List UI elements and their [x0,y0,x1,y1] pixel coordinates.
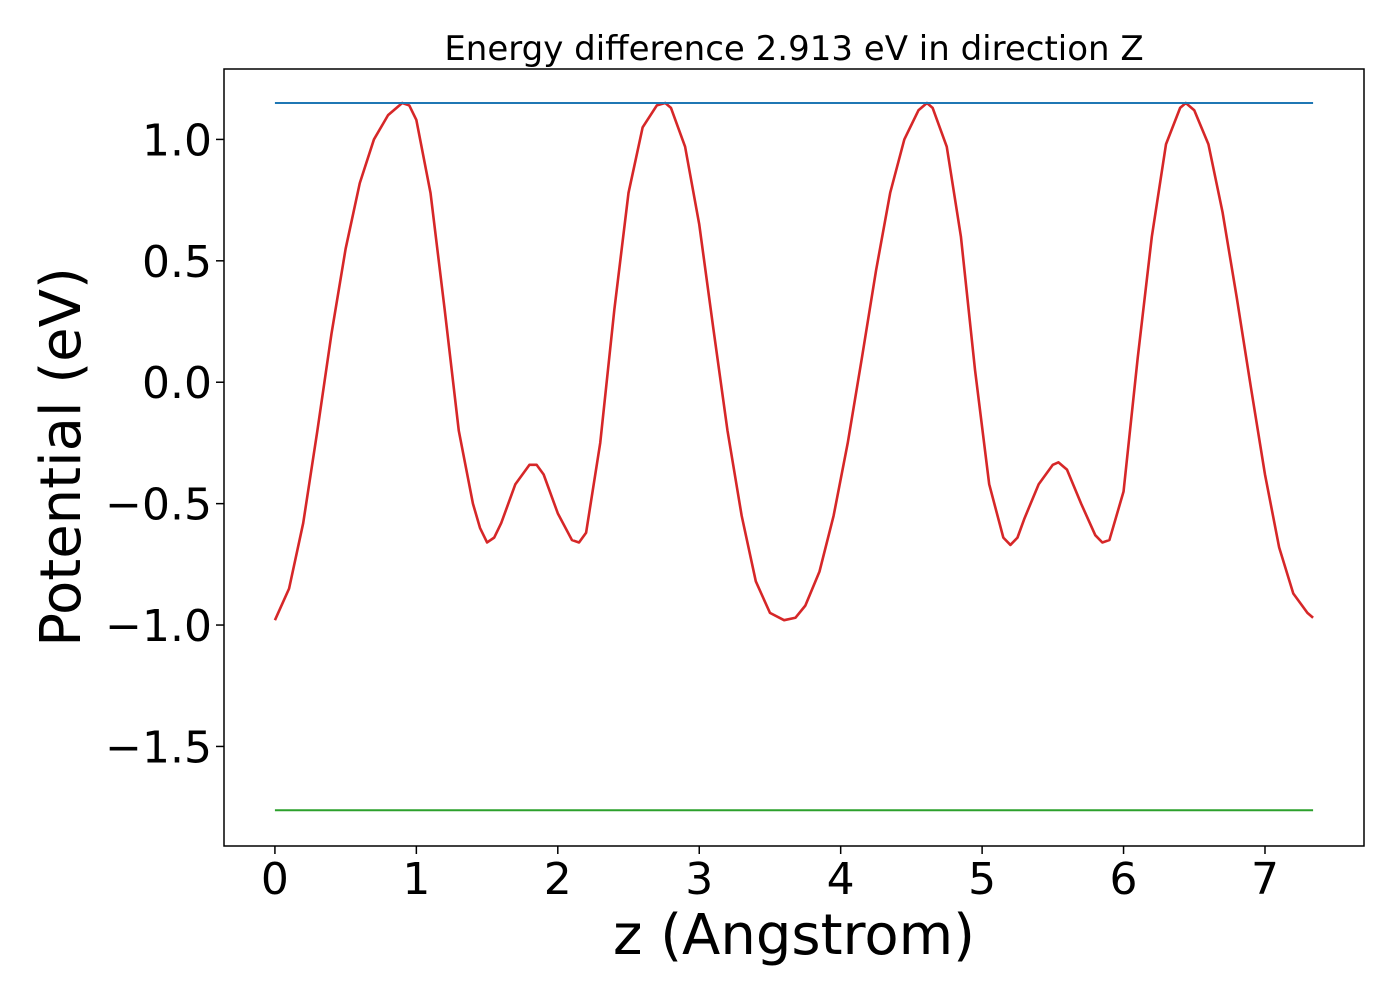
y-tick-label: 0.0 [142,358,212,409]
x-tick-label: 1 [402,854,430,905]
y-axis-label: Potential (eV) [29,267,94,647]
potential-line [273,101,1314,622]
plot-frame [223,68,1365,847]
x-tick-label: 6 [1110,854,1138,905]
x-tick-label: 7 [1251,854,1279,905]
y-tick-label: −0.5 [105,480,212,531]
x-tick-label: 0 [261,854,289,905]
x-axis-label: z (Angstrom) [613,903,975,968]
y-axis: 1.0 0.5 0.0 −0.5 −1.0 −1.5 [105,115,224,773]
x-tick-label: 5 [968,854,996,905]
series-layer [273,101,1314,812]
x-tick-label: 3 [685,854,713,905]
y-tick-label: 0.5 [142,237,212,288]
chart-title: Energy difference 2.913 eV in direction … [444,29,1143,69]
y-tick-label: −1.0 [105,601,212,652]
x-tick-label: 2 [544,854,572,905]
x-tick-label: 4 [827,854,855,905]
y-tick-label: 1.0 [142,115,212,166]
x-axis: 0 1 2 3 4 5 6 7 [261,846,1279,905]
y-tick-label: −1.5 [105,722,212,773]
